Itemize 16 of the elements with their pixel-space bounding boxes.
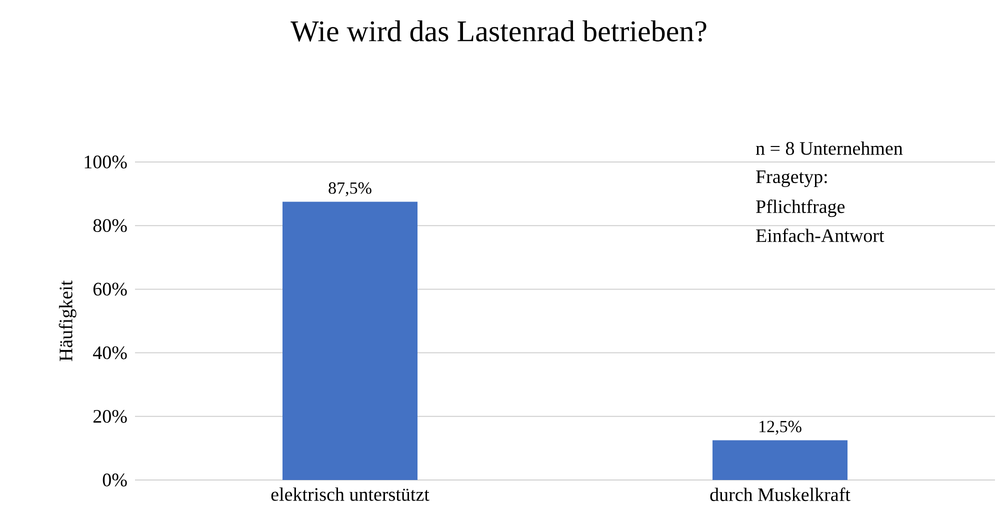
y-tick-label: 0% (102, 474, 127, 486)
x-tick-label: durch Muskelkraft (710, 488, 850, 502)
y-tick-label: 40% (93, 346, 127, 360)
y-axis-title: Häufigkeit (58, 280, 76, 362)
y-tick-label: 20% (93, 410, 127, 423)
x-tick-label: elektrisch unterstützt (271, 488, 430, 501)
annotation: Fragetyp: (756, 170, 827, 188)
data-label: 12,5% (760, 420, 802, 435)
data-label: 87,5% (328, 182, 372, 196)
y-tick-label: 80% (93, 219, 127, 232)
y-tick-label: 60% (93, 282, 127, 296)
annotation: Einfach-Antwort (756, 228, 884, 242)
text: n = 8 Unternehmen (756, 142, 903, 155)
annotation: Pflichtfrage (756, 200, 845, 217)
chart-title: Wie wird das Lastenrad betrieben? (290, 20, 706, 42)
y-tick-label: 100% (84, 156, 127, 168)
